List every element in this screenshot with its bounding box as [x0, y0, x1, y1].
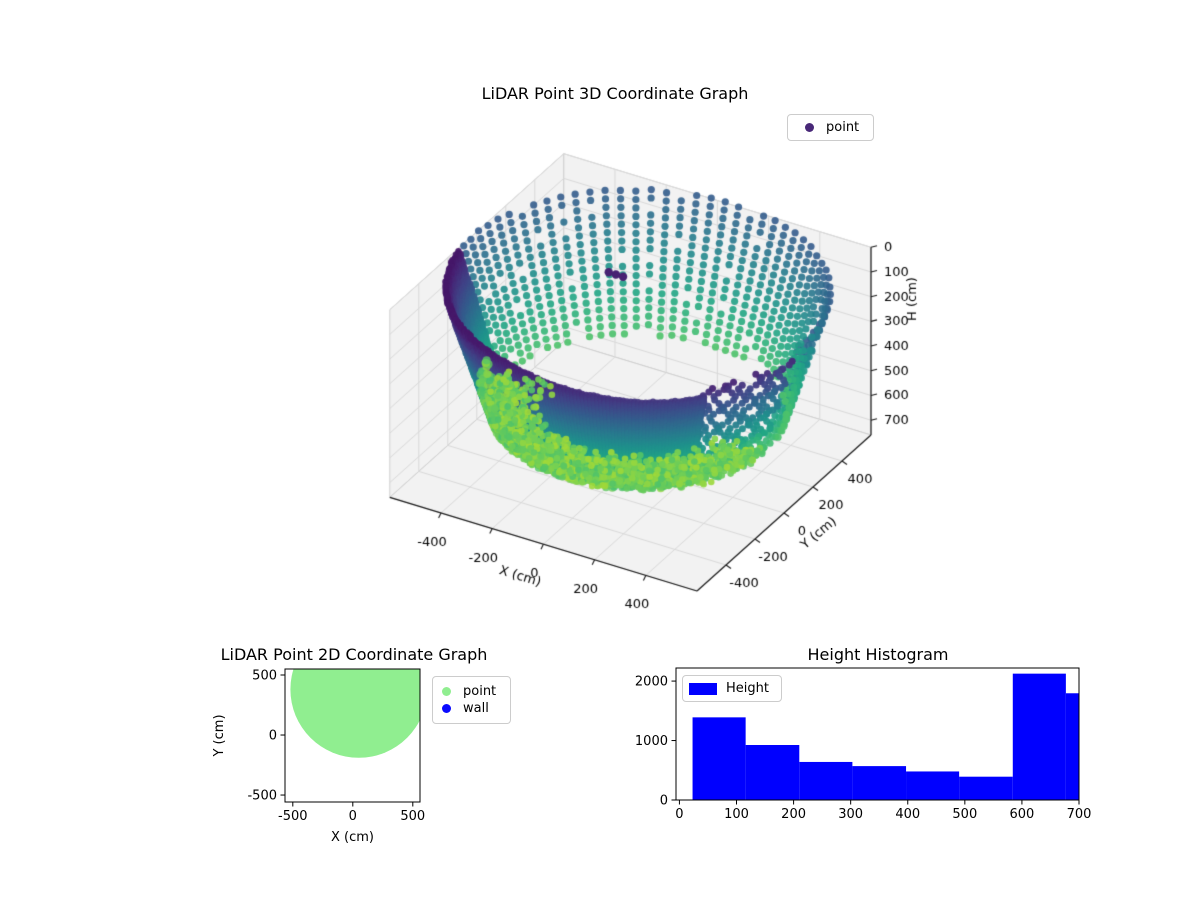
- svg-text:-500: -500: [247, 789, 277, 804]
- svg-text:500: 500: [400, 809, 425, 824]
- svg-text:0: 0: [675, 807, 683, 822]
- svg-text:2000: 2000: [635, 675, 668, 690]
- svg-text:1000: 1000: [635, 734, 668, 749]
- svg-text:500: 500: [252, 669, 277, 684]
- legend-label-point: point: [463, 684, 497, 699]
- legend-item-wall: wall: [442, 700, 496, 717]
- svg-text:700: 700: [1067, 807, 1092, 822]
- legend-item-point: point: [442, 683, 496, 700]
- svg-text:X (cm): X (cm): [331, 830, 374, 845]
- wall-marker-icon: [442, 704, 451, 713]
- legend-label-wall: wall: [463, 701, 489, 716]
- legend-item-height: Height: [689, 680, 769, 697]
- svg-text:600: 600: [1010, 807, 1035, 822]
- svg-text:Y (cm): Y (cm): [212, 714, 227, 757]
- legend-label-height: Height: [726, 681, 769, 696]
- point-marker-icon: [442, 687, 451, 696]
- svg-text:0: 0: [269, 729, 277, 744]
- svg-text:200: 200: [781, 807, 806, 822]
- legend-item-point: point: [805, 119, 859, 136]
- svg-text:500: 500: [952, 807, 977, 822]
- svg-text:400: 400: [895, 807, 920, 822]
- hist-title: Height Histogram: [807, 645, 949, 664]
- plot3d-legend: point: [787, 114, 875, 141]
- point-marker-icon: [805, 123, 814, 132]
- plot2d-legend: point wall: [432, 676, 512, 724]
- hist-axes: 0 100 200 300 400 500 600 700 0 1000 2000: [635, 667, 1092, 822]
- svg-text:0: 0: [660, 794, 668, 809]
- height-swatch-icon: [689, 682, 717, 695]
- svg-text:0: 0: [349, 809, 357, 824]
- plot2d-axes: -500 0 500 -500 0 500 X (cm) Y (cm): [212, 668, 425, 845]
- plot2d-title: LiDAR Point 2D Coordinate Graph: [220, 645, 488, 664]
- plot3d-title: LiDAR Point 3D Coordinate Graph: [481, 84, 749, 103]
- legend-label-point: point: [826, 120, 860, 135]
- svg-text:300: 300: [838, 807, 863, 822]
- hist-legend: Height: [682, 675, 782, 702]
- plot3d-scene: [350, 140, 980, 640]
- svg-text:100: 100: [724, 807, 749, 822]
- svg-text:-500: -500: [278, 809, 308, 824]
